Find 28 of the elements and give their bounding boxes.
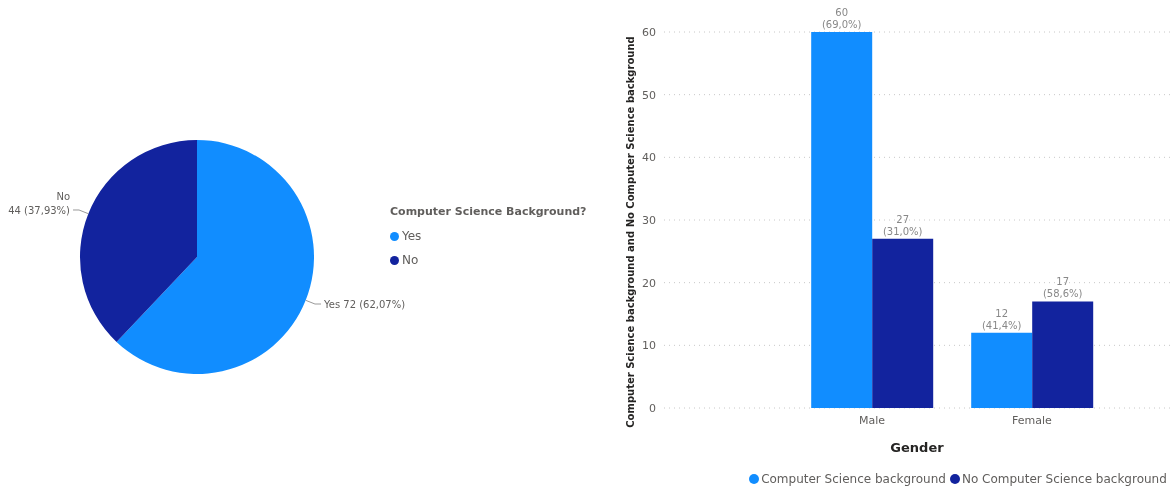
- data-label: 27 (31,0%): [882, 213, 923, 237]
- y-tick-label: 30: [642, 213, 656, 227]
- y-tick-label: 0: [649, 401, 656, 415]
- y-tick-label: 20: [642, 276, 656, 290]
- data-label: 17 (58,6%): [1042, 276, 1083, 300]
- y-tick-label: 60: [642, 25, 656, 39]
- x-tick-label: Female: [1012, 413, 1053, 427]
- pie-slice: [80, 140, 197, 342]
- legend-label: No: [401, 252, 420, 269]
- data-label: Yes 72 (62,07%): [322, 299, 406, 311]
- legend-label: Computer Science background: [760, 472, 946, 486]
- y-tick-label: 10: [642, 339, 656, 353]
- bar: [872, 238, 934, 408]
- pie-slice: [116, 140, 314, 374]
- y-tick-label: 40: [642, 151, 656, 165]
- data-label: No 44 (37,93%): [8, 190, 71, 216]
- bar: [811, 32, 873, 408]
- x-axis-title: Gender: [890, 440, 945, 455]
- y-axis-title: Computer Science background and No Computer Science background: [625, 36, 636, 428]
- data-label: 12 (41,4%): [981, 307, 1022, 331]
- legend-title: Computer Science Background?: [390, 205, 587, 218]
- data-label: 60 (69,0%): [821, 7, 862, 30]
- x-tick-label: Male: [858, 413, 886, 427]
- legend-label: No Computer Science background: [960, 472, 1167, 486]
- y-tick-label: 50: [642, 88, 656, 102]
- bar: [971, 332, 1033, 408]
- legend-label: Yes: [401, 228, 423, 245]
- bar: [1032, 301, 1094, 408]
